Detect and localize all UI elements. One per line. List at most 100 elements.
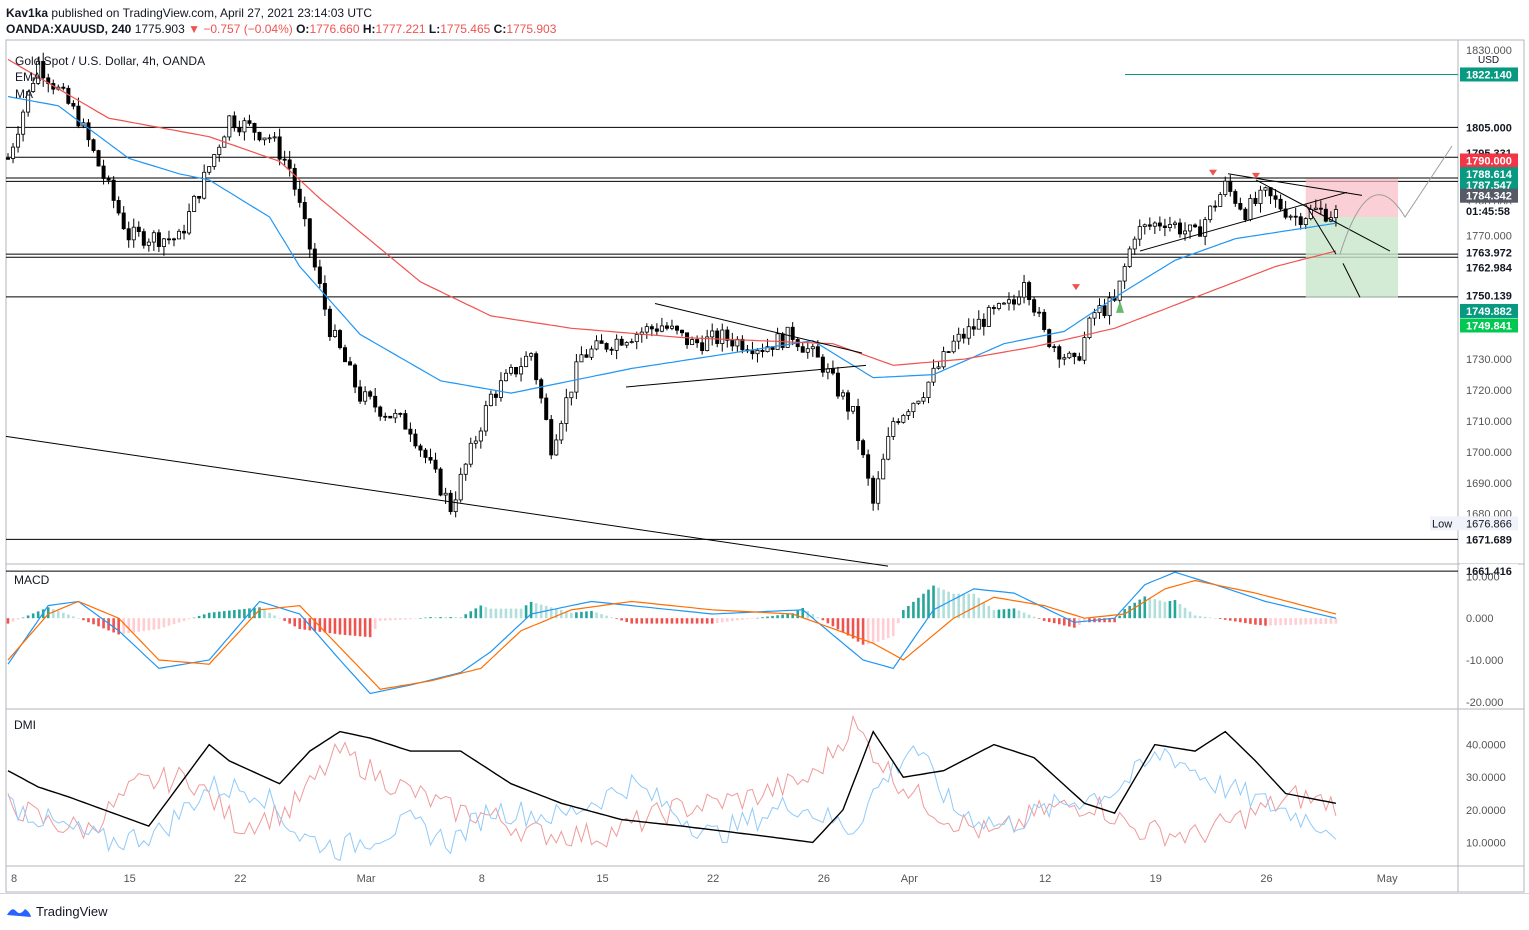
macd-histogram-bar [605,615,608,619]
macd-histogram-bar [1249,618,1252,624]
ema-line [7,95,1336,394]
candle [393,412,398,419]
candle [192,195,197,212]
price-tag-bg [1460,303,1518,318]
candle [1082,337,1087,361]
macd-histogram-bar [645,618,649,624]
candle [171,238,176,241]
candle [715,330,720,344]
candle [886,436,891,460]
price-tag-bg [1460,167,1518,182]
macd-histogram-bar [494,608,498,619]
macd-histogram-bar [373,618,377,630]
macd-histogram-bar [811,614,815,619]
macd-histogram-bar [1223,618,1227,620]
candle [1188,224,1193,232]
macd-histogram-bar [1047,618,1051,623]
macd-histogram-bar [409,618,412,620]
candle [1183,230,1188,235]
candle [659,325,664,332]
time-tick: 19 [1150,873,1162,885]
candle [936,366,941,369]
low-tag-value: 1676.866 [1466,518,1512,530]
macd-histogram-bar [600,614,603,619]
candle [1313,207,1318,210]
candle [710,330,715,338]
macd-histogram-bar [298,618,302,630]
macd-histogram-bar [1133,602,1137,619]
candle [609,348,614,351]
price-tag-bg [1460,178,1518,193]
macd-histogram-bar [444,617,447,619]
macd-histogram-bar [1234,618,1237,622]
macd-histogram-bar [1198,616,1202,619]
macd-histogram-bar [786,613,789,619]
candle [493,393,498,398]
macd-histogram-bar [217,611,221,619]
currency-label: USD [1478,55,1499,66]
tradingview-brand[interactable]: TradingView [6,903,108,919]
chart-canvas[interactable]: 1830.0001780.0001770.0001740.0001730.000… [0,0,1529,893]
macd-histogram-bar [1037,618,1041,619]
macd-histogram-bar [263,610,266,619]
dmi-tick: 30.0000 [1466,772,1506,784]
sell-marker-icon [1252,172,1260,179]
published-text: published on TradingView.com, April 27, … [51,6,373,20]
candle [1268,187,1273,197]
candle [519,366,524,375]
candle [1006,299,1011,304]
candle [1062,357,1067,360]
macd-histogram-bar [1158,600,1162,619]
macd-histogram-bar [157,618,161,630]
macd-histogram-bar [303,618,307,630]
candle [961,333,966,339]
candle [277,136,282,160]
candle [363,391,368,402]
macd-histogram-bar [1012,608,1016,619]
close-label: C: [493,22,507,36]
candle [463,463,468,475]
macd-histogram-bar [630,618,634,624]
macd-histogram-bar [1218,618,1222,619]
macd-histogram-bar [1148,597,1152,619]
macd-histogram-bar [1002,609,1006,619]
macd-histogram-bar [368,618,372,638]
candle [146,241,151,246]
candle [6,157,11,160]
price-tick: 1710.000 [1466,416,1512,428]
macd-histogram-bar [821,618,825,621]
macd-histogram-bar [801,607,805,619]
candle [16,133,21,148]
candle [197,195,202,199]
macd-histogram-bar [514,608,518,619]
candle [1283,208,1288,218]
candle [468,442,473,465]
candle [981,318,986,327]
candle [891,421,896,437]
macd-histogram-bar [137,618,141,632]
price-tag-bg [1460,532,1518,547]
candle [101,165,106,179]
candle [584,354,589,358]
candle [690,339,695,346]
author-name[interactable]: Kav1ka [6,6,49,20]
macd-histogram-bar [142,618,146,632]
candle [1318,207,1323,210]
candle [574,361,579,393]
price-tag-label: 01:45:58 [1466,206,1510,218]
candle [800,346,805,353]
macd-histogram-bar [82,618,85,621]
sell-marker-icon [1209,169,1217,176]
candle [996,303,1001,309]
macd-histogram-bar [831,618,835,627]
macd-histogram-bar [16,618,20,620]
macd-histogram-bar [509,608,513,619]
trend-line [625,364,867,388]
candle [760,349,765,353]
price-tag-label: 1784.342 [1466,191,1512,203]
macd-histogram-bar [1213,618,1217,619]
macd-label: MACD [14,573,50,587]
price-tag-label: 1661.416 [1466,566,1512,578]
candle [343,347,348,363]
change-value: −0.757 (−0.04%) [203,22,293,36]
